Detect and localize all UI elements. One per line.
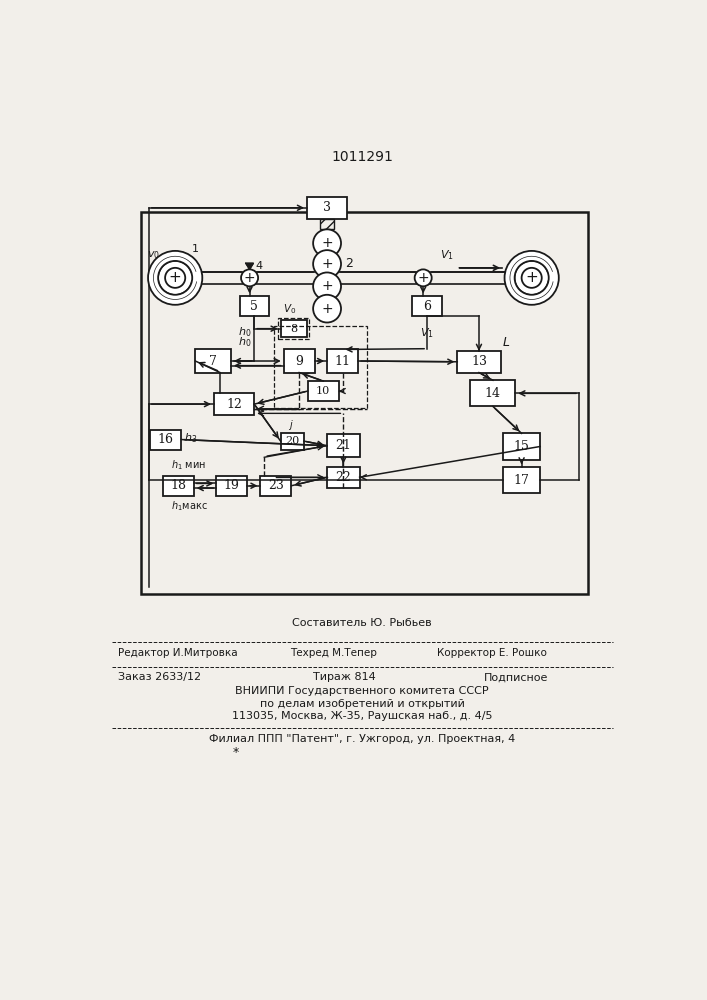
Text: $h_3$: $h_3$ <box>184 431 197 445</box>
Bar <box>320 219 334 229</box>
Text: 2: 2 <box>345 257 353 270</box>
Bar <box>163 476 194 496</box>
Text: 9: 9 <box>296 355 303 368</box>
Text: $h_0$: $h_0$ <box>238 326 252 339</box>
Text: Подписное: Подписное <box>484 672 548 682</box>
Text: 15: 15 <box>514 440 530 453</box>
Polygon shape <box>246 263 253 269</box>
Bar <box>216 476 247 496</box>
Text: по делам изобретений и открытий: по делам изобретений и открытий <box>259 699 464 709</box>
Circle shape <box>505 251 559 305</box>
Text: +: + <box>525 270 538 285</box>
Bar <box>141 212 588 594</box>
Bar <box>284 349 315 373</box>
Bar <box>308 381 339 401</box>
Text: 16: 16 <box>158 433 174 446</box>
Bar <box>240 296 269 316</box>
Text: 6: 6 <box>423 300 431 313</box>
Text: 1011291: 1011291 <box>331 150 393 164</box>
Text: Заказ 2633/12: Заказ 2633/12 <box>118 672 201 682</box>
Text: +: + <box>321 302 333 316</box>
Circle shape <box>313 272 341 300</box>
Text: Составитель Ю. Рыбьев: Составитель Ю. Рыбьев <box>292 618 432 628</box>
Text: Редактор И.Митровка: Редактор И.Митровка <box>118 648 238 658</box>
Text: 20: 20 <box>285 436 299 446</box>
Text: Тираж 814: Тираж 814 <box>313 672 376 682</box>
Bar <box>151 430 182 450</box>
Text: j: j <box>289 420 292 430</box>
Text: 12: 12 <box>226 398 242 411</box>
Text: $V_1$: $V_1$ <box>440 248 454 262</box>
Circle shape <box>313 250 341 278</box>
Circle shape <box>522 268 542 288</box>
Bar <box>281 433 304 450</box>
Text: Корректор Е. Рошко: Корректор Е. Рошко <box>437 648 547 658</box>
Text: $V_0$: $V_0$ <box>283 302 296 316</box>
Circle shape <box>158 261 192 295</box>
Bar <box>327 434 360 457</box>
Bar <box>214 393 255 415</box>
Bar <box>279 318 309 339</box>
Text: 4: 4 <box>256 261 263 271</box>
Text: 3: 3 <box>323 201 331 214</box>
Text: 11: 11 <box>334 355 351 368</box>
Text: $h_0$: $h_0$ <box>238 336 252 349</box>
Text: +: + <box>244 271 255 285</box>
Text: 1: 1 <box>192 244 199 254</box>
Text: 19: 19 <box>224 479 240 492</box>
Circle shape <box>165 268 185 288</box>
Bar <box>327 466 360 488</box>
Text: +: + <box>321 236 333 250</box>
Text: 17: 17 <box>514 474 530 487</box>
Text: L: L <box>502 336 509 349</box>
Text: 8: 8 <box>290 324 298 334</box>
Text: Филиал ППП "Патент", г. Ужгород, ул. Проектная, 4: Филиал ППП "Патент", г. Ужгород, ул. Про… <box>209 734 515 744</box>
Text: 10: 10 <box>316 386 330 396</box>
Text: ВНИИПИ Государственного комитета СССР: ВНИИПИ Государственного комитета СССР <box>235 686 489 696</box>
Text: 23: 23 <box>268 479 284 492</box>
Text: +: + <box>321 257 333 271</box>
Bar <box>503 433 540 460</box>
Text: 113035, Москва, Ж-35, Раушская наб., д. 4/5: 113035, Москва, Ж-35, Раушская наб., д. … <box>232 711 492 721</box>
Bar <box>470 380 515 406</box>
Text: +: + <box>417 271 429 285</box>
Bar <box>195 349 231 373</box>
Text: 14: 14 <box>485 387 501 400</box>
Text: 5: 5 <box>250 300 258 313</box>
Text: $h_1$макс: $h_1$макс <box>170 499 207 513</box>
Circle shape <box>414 269 432 286</box>
Text: $V_1$: $V_1$ <box>420 326 434 340</box>
Text: 22: 22 <box>336 471 351 484</box>
Circle shape <box>241 269 258 286</box>
Text: 18: 18 <box>170 479 186 492</box>
Bar <box>281 320 307 337</box>
Circle shape <box>313 229 341 257</box>
Circle shape <box>313 295 341 323</box>
Text: +: + <box>321 279 333 293</box>
Bar <box>327 349 358 373</box>
Bar <box>274 326 368 408</box>
Text: Техред М.Тепер: Техред М.Тепер <box>290 648 377 658</box>
Bar <box>260 476 291 496</box>
Bar <box>307 197 347 219</box>
Text: 13: 13 <box>471 355 487 368</box>
Text: $h_1$ мин: $h_1$ мин <box>170 458 206 472</box>
Text: *: * <box>233 746 239 759</box>
Bar <box>503 467 540 493</box>
Circle shape <box>148 251 202 305</box>
Bar <box>457 351 501 373</box>
Text: 21: 21 <box>335 439 351 452</box>
Bar <box>412 296 442 316</box>
Text: +: + <box>169 270 182 285</box>
Text: $v_0$: $v_0$ <box>147 249 160 261</box>
Text: 7: 7 <box>209 355 217 368</box>
Circle shape <box>515 261 549 295</box>
